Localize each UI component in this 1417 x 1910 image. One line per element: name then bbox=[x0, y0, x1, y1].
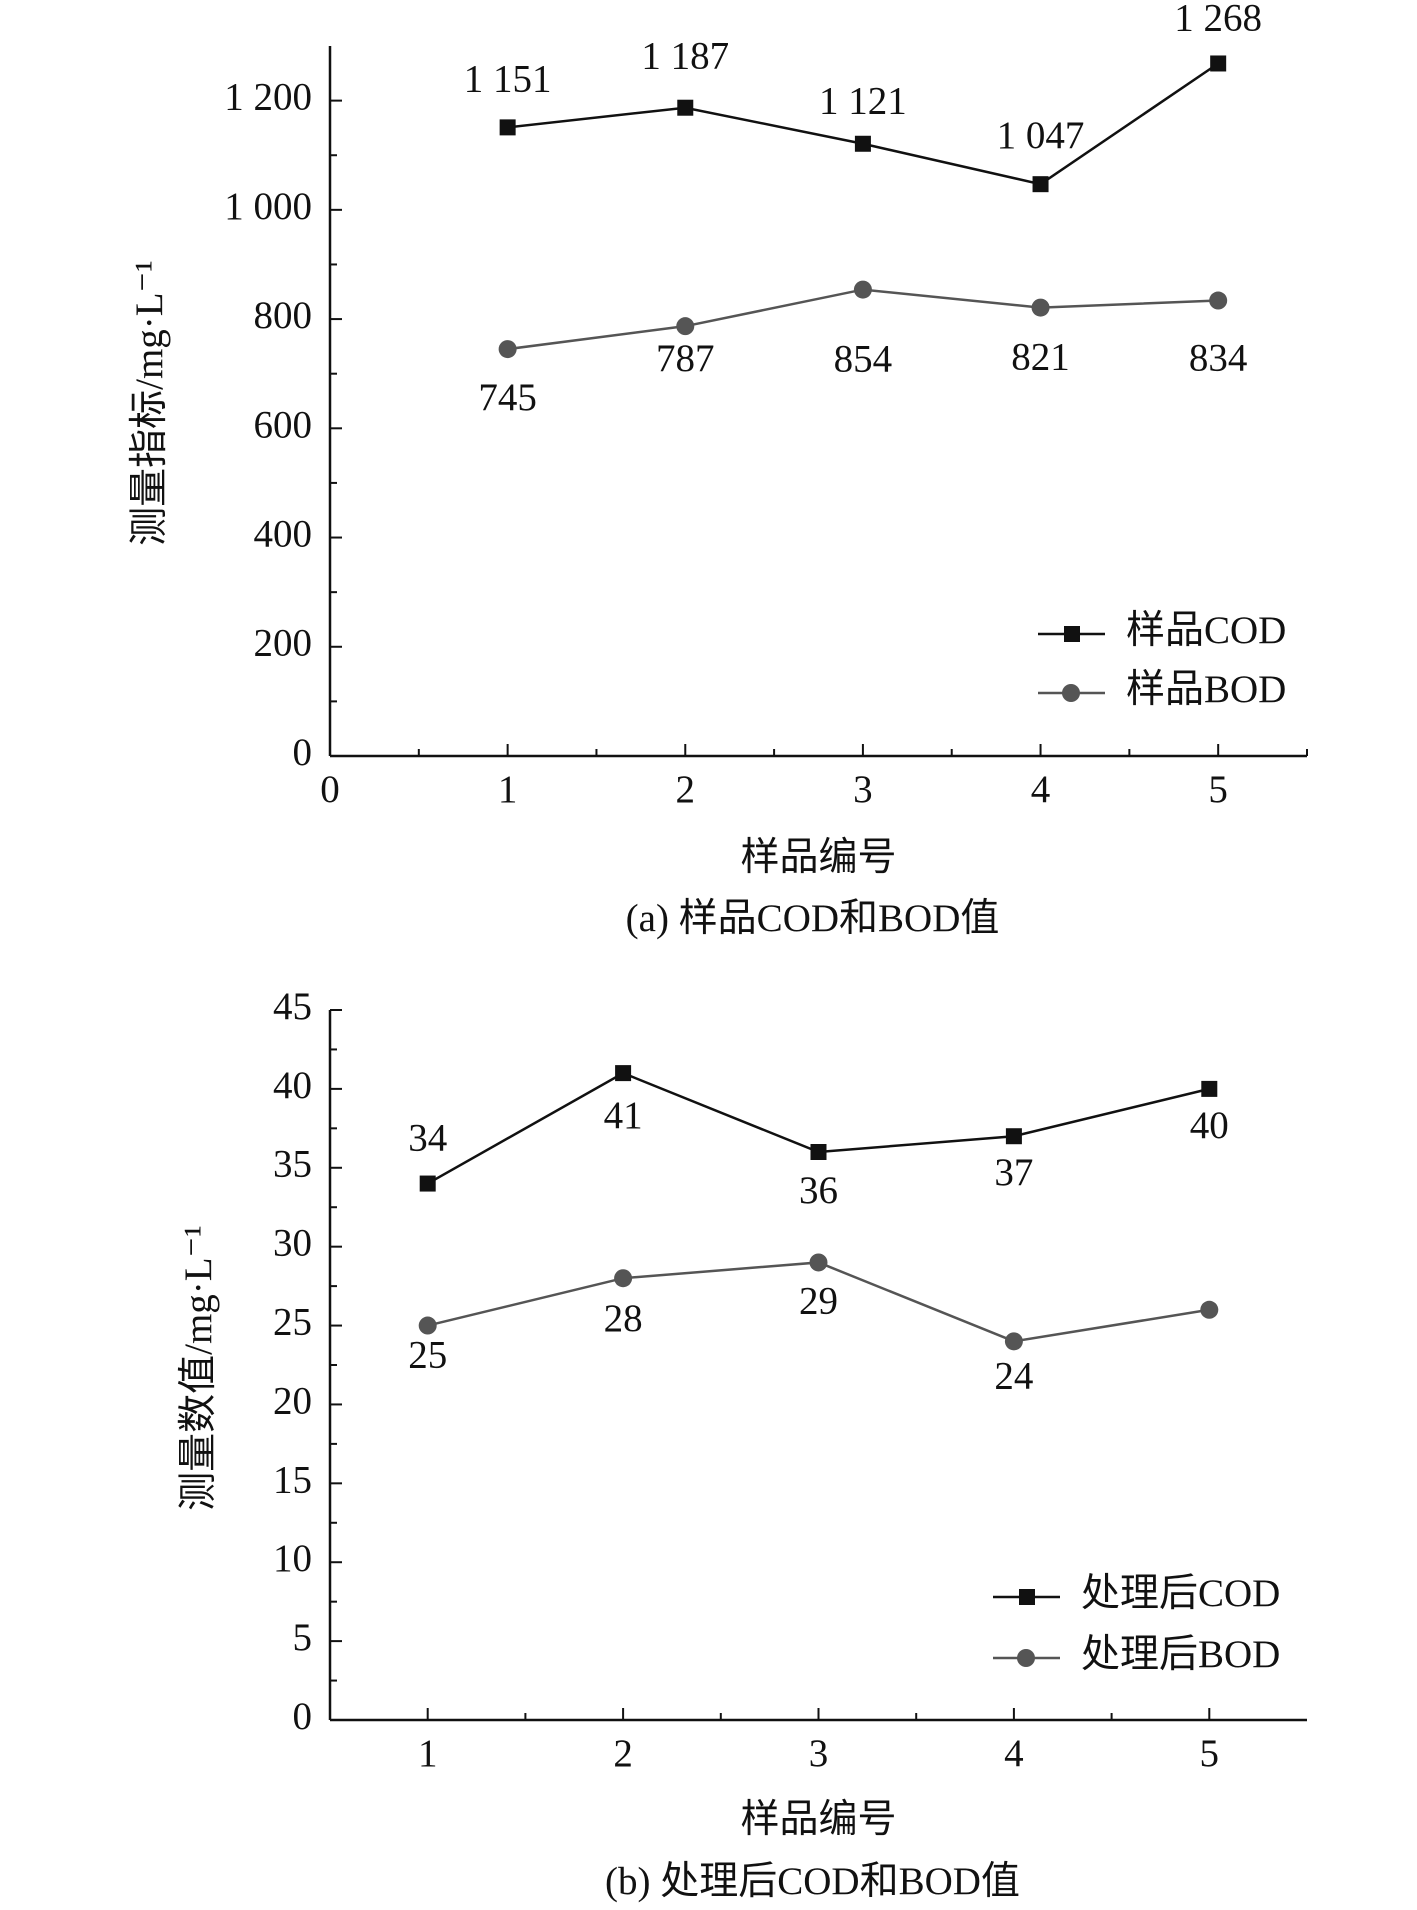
data-label: 1 268 bbox=[1174, 0, 1262, 39]
data-label: 834 bbox=[1189, 336, 1248, 379]
marker bbox=[1005, 1128, 1022, 1145]
y-tick-label: 45 bbox=[273, 985, 312, 1028]
y-tick-label: 5 bbox=[293, 1616, 313, 1659]
x-axis-label: 样品编号 bbox=[740, 1798, 896, 1841]
y-tick-label: 800 bbox=[254, 294, 313, 337]
x-tick-label: 3 bbox=[853, 768, 873, 811]
y-tick-label: 25 bbox=[273, 1301, 312, 1344]
data-label: 745 bbox=[478, 376, 537, 419]
x-tick-label: 1 bbox=[498, 768, 518, 811]
y-tick-label: 400 bbox=[254, 512, 313, 555]
data-label: 1 151 bbox=[464, 57, 552, 100]
x-tick-label: 4 bbox=[1031, 768, 1051, 811]
marker bbox=[1201, 1080, 1218, 1097]
data-label: 1 187 bbox=[641, 35, 729, 78]
legend-label: 样品BOD bbox=[1126, 668, 1286, 711]
data-label: 854 bbox=[834, 338, 893, 381]
marker bbox=[853, 280, 872, 299]
y-tick-label: 20 bbox=[273, 1379, 312, 1422]
x-axis-label: 样品编号 bbox=[740, 836, 896, 879]
marker bbox=[810, 1144, 827, 1160]
marker bbox=[499, 119, 516, 136]
legend-marker bbox=[1062, 684, 1080, 702]
x-tick-label: 2 bbox=[676, 768, 696, 811]
y-tick-label: 40 bbox=[273, 1064, 312, 1107]
legend-label: 处理后BOD bbox=[1081, 1633, 1280, 1676]
y-tick-label: 15 bbox=[273, 1458, 312, 1501]
series-line bbox=[427, 1071, 1210, 1185]
y-tick-label: 200 bbox=[254, 622, 313, 665]
marker bbox=[1031, 298, 1050, 317]
x-tick-label: 2 bbox=[613, 1732, 633, 1775]
x-tick-label: 3 bbox=[809, 1732, 829, 1775]
data-label: 34 bbox=[408, 1117, 447, 1160]
data-label: 36 bbox=[799, 1169, 838, 1212]
data-label: 28 bbox=[604, 1297, 643, 1340]
y-axis-label: 测量指标/mg·L⁻¹ bbox=[128, 260, 171, 546]
x-tick-label: 5 bbox=[1200, 1732, 1220, 1775]
data-label: 29 bbox=[799, 1279, 838, 1322]
chart-caption: (a) 样品COD和BOD值 bbox=[626, 897, 1000, 940]
marker bbox=[676, 317, 695, 336]
marker bbox=[418, 1316, 437, 1335]
x-tick-label: 0 bbox=[320, 768, 340, 811]
data-label: 1 121 bbox=[819, 80, 907, 123]
y-tick-label: 1 000 bbox=[224, 185, 312, 228]
marker bbox=[1004, 1332, 1023, 1351]
y-tick-label: 35 bbox=[273, 1143, 312, 1186]
data-label: 1 047 bbox=[997, 114, 1085, 157]
data-label: 787 bbox=[656, 337, 715, 380]
marker bbox=[1200, 1300, 1219, 1319]
marker bbox=[1032, 176, 1049, 193]
legend-marker bbox=[1017, 1649, 1035, 1667]
legend-label: 样品COD bbox=[1126, 609, 1286, 652]
legend-marker bbox=[1019, 1589, 1035, 1605]
legend-marker bbox=[1064, 626, 1080, 642]
y-tick-label: 600 bbox=[254, 403, 313, 446]
marker bbox=[498, 340, 517, 359]
marker bbox=[854, 135, 871, 152]
y-axis-label: 测量数值/mg·L⁻¹ bbox=[177, 1225, 220, 1511]
marker bbox=[1210, 55, 1227, 72]
data-label: 40 bbox=[1190, 1104, 1229, 1147]
x-tick-label: 5 bbox=[1208, 768, 1228, 811]
marker bbox=[614, 1269, 633, 1288]
marker bbox=[615, 1065, 632, 1082]
marker bbox=[1209, 291, 1228, 310]
data-label: 24 bbox=[994, 1354, 1033, 1397]
marker bbox=[419, 1175, 436, 1192]
y-tick-label: 0 bbox=[293, 731, 313, 774]
marker bbox=[677, 99, 694, 116]
y-tick-label: 30 bbox=[273, 1222, 312, 1265]
data-label: 821 bbox=[1011, 336, 1070, 379]
data-label: 37 bbox=[994, 1151, 1033, 1194]
chart-caption: (b) 处理后COD和BOD值 bbox=[605, 1860, 1020, 1903]
y-tick-label: 1 200 bbox=[224, 76, 312, 119]
marker bbox=[809, 1253, 828, 1272]
data-label: 41 bbox=[604, 1094, 643, 1137]
y-tick-label: 10 bbox=[273, 1537, 312, 1580]
legend-label: 处理后COD bbox=[1081, 1572, 1280, 1615]
x-tick-label: 4 bbox=[1004, 1732, 1024, 1775]
y-tick-label: 0 bbox=[293, 1695, 313, 1738]
x-tick-label: 1 bbox=[418, 1732, 438, 1775]
data-label: 25 bbox=[408, 1334, 447, 1377]
